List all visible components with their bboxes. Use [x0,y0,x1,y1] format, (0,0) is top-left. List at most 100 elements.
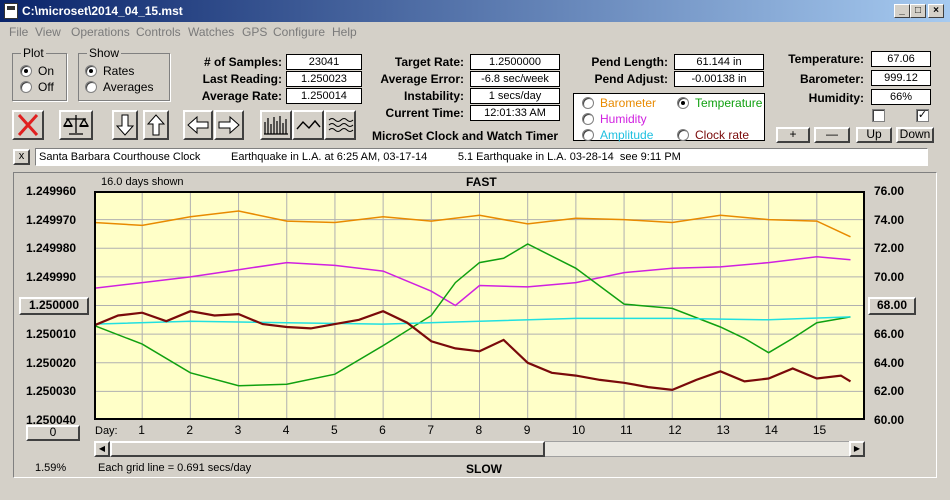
app-title: MicroSet Clock and Watch Timer [372,129,559,143]
line-view-button[interactable] [292,110,324,140]
plot-off-radio[interactable]: Off [20,80,54,94]
scroll-down-button[interactable] [112,110,138,140]
plot-border [94,191,865,420]
series-line-amplitude [94,316,851,325]
stop-button[interactable] [12,110,44,140]
menu-configure[interactable]: Configure [273,25,326,39]
scroll-left-button[interactable] [183,110,213,140]
y-left-tick: 1.249960 [26,184,77,198]
radio-icon [20,81,32,93]
x-tick: 5 [330,423,338,437]
menu-file[interactable]: File [9,25,29,39]
chart-scrollbar[interactable]: ◀ ▶ [94,441,865,457]
close-button[interactable]: × [928,4,944,18]
x-tick: 2 [186,423,194,437]
pend-adjust-field: -0.00138 in [674,71,764,87]
scroll-right-button[interactable] [214,110,244,140]
checkbox-2[interactable]: ✓ [916,109,929,122]
scroll-up-button[interactable] [143,110,169,140]
menu-view[interactable]: View [35,25,61,39]
notes-field[interactable]: Santa Barbara Courthouse Clock Earthquak… [35,148,928,166]
arrow-down-icon [115,114,135,136]
show-rates-radio[interactable]: Rates [85,64,134,78]
y-right-tick: 74.00 [874,212,905,227]
current-time-field: 12:01:33 AM [470,105,560,121]
bars-view-button[interactable] [260,110,292,140]
up-button[interactable]: Up [856,127,892,143]
scrollbar-thumb[interactable] [110,441,545,457]
menu-operations[interactable]: Operations [71,25,130,39]
smooth-view-button[interactable] [324,110,356,140]
menu-gps[interactable]: GPS [242,25,268,39]
show-averages-radio[interactable]: Averages [85,80,153,94]
slow-label: SLOW [466,462,502,476]
plot-on-label: On [38,64,55,78]
y-left-tick: 1.249990 [26,269,77,284]
scale-icon [62,115,90,135]
humidity-option: Humidity [600,112,647,126]
minimize-button[interactable]: _ [894,4,910,18]
show-group: Show [78,46,170,101]
last-reading-field: 1.250023 [286,71,362,87]
barometer-radio[interactable]: Barometer [582,96,656,110]
grid-note: Each grid line = 0.691 secs/day [98,462,252,474]
current-time-label: Current Time: [385,106,464,120]
maximize-button[interactable]: □ [910,4,926,18]
humidity-radio[interactable]: Humidity [582,112,647,126]
y-left-tick: 1.249970 [26,212,77,227]
checkbox-1[interactable] [872,109,885,122]
series-line-temperature [94,243,851,387]
menu-controls[interactable]: Controls [136,25,181,39]
x-tick: 15 [812,423,827,437]
x-tick: 1 [138,423,145,437]
scroll-right-arrow[interactable]: ▶ [849,441,865,457]
y-left-tick: 1.249980 [26,241,77,256]
bars-icon [264,116,288,135]
instability-label: Instability: [403,89,464,103]
arrow-right-icon [218,115,240,135]
pend-length-field: 61.144 in [674,54,764,70]
plot-on-radio[interactable]: On [20,64,54,78]
x-tick: 9 [523,423,531,437]
clockrate-radio[interactable]: Clock rate [677,128,749,142]
down-button[interactable]: Down [896,127,934,143]
x-tick: 6 [379,423,386,437]
window-title: C:\microset\2014_04_15.mst [22,4,183,18]
left-value-button[interactable]: 1.250000 [19,297,89,315]
plus-button[interactable]: + [776,127,810,143]
zero-button[interactable]: 0 [26,425,80,441]
zigzag-icon [296,119,321,130]
clear-notes-button[interactable]: x [13,149,30,165]
series-line-barometer [94,210,851,238]
show-averages-label: Averages [103,80,154,94]
menu-watches[interactable]: Watches [188,25,235,39]
humidity-label: Humidity: [808,91,864,105]
clockrate-option: Clock rate [695,128,750,142]
amplitude-radio[interactable]: Amplitude [582,128,653,142]
balance-button[interactable] [59,110,93,140]
minus-button[interactable]: — [814,127,850,143]
x-tick: 7 [427,423,434,437]
right-value-button[interactable]: 68.00 [868,297,916,315]
samples-label: # of Samples: [203,55,282,69]
humidity-field: 66% [871,89,931,105]
sensor-selector [573,93,765,141]
target-rate-label: Target Rate: [394,55,464,69]
temperature-radio[interactable]: Temperature [677,96,762,110]
x-icon [17,113,39,137]
series-line-humidity [94,256,851,307]
samples-field: 23041 [286,54,362,70]
scroll-left-arrow[interactable]: ◀ [94,441,110,457]
x-tick: 8 [475,423,483,437]
fast-label: FAST [466,175,497,189]
wave-icon [328,118,354,132]
menu-bar: File View Operations Controls Watches GP… [0,22,950,42]
y-right-tick: 72.00 [874,241,905,256]
show-caption: Show [87,46,122,60]
pend-adjust-label: Pend Adjust: [594,72,668,86]
title-bar: C:\microset\2014_04_15.mst _ □ × [0,0,950,22]
menu-help[interactable]: Help [332,25,357,39]
y-left-tick: 1.250010 [26,327,77,342]
radio-icon [677,97,689,109]
temperature-option: Temperature [695,96,763,110]
